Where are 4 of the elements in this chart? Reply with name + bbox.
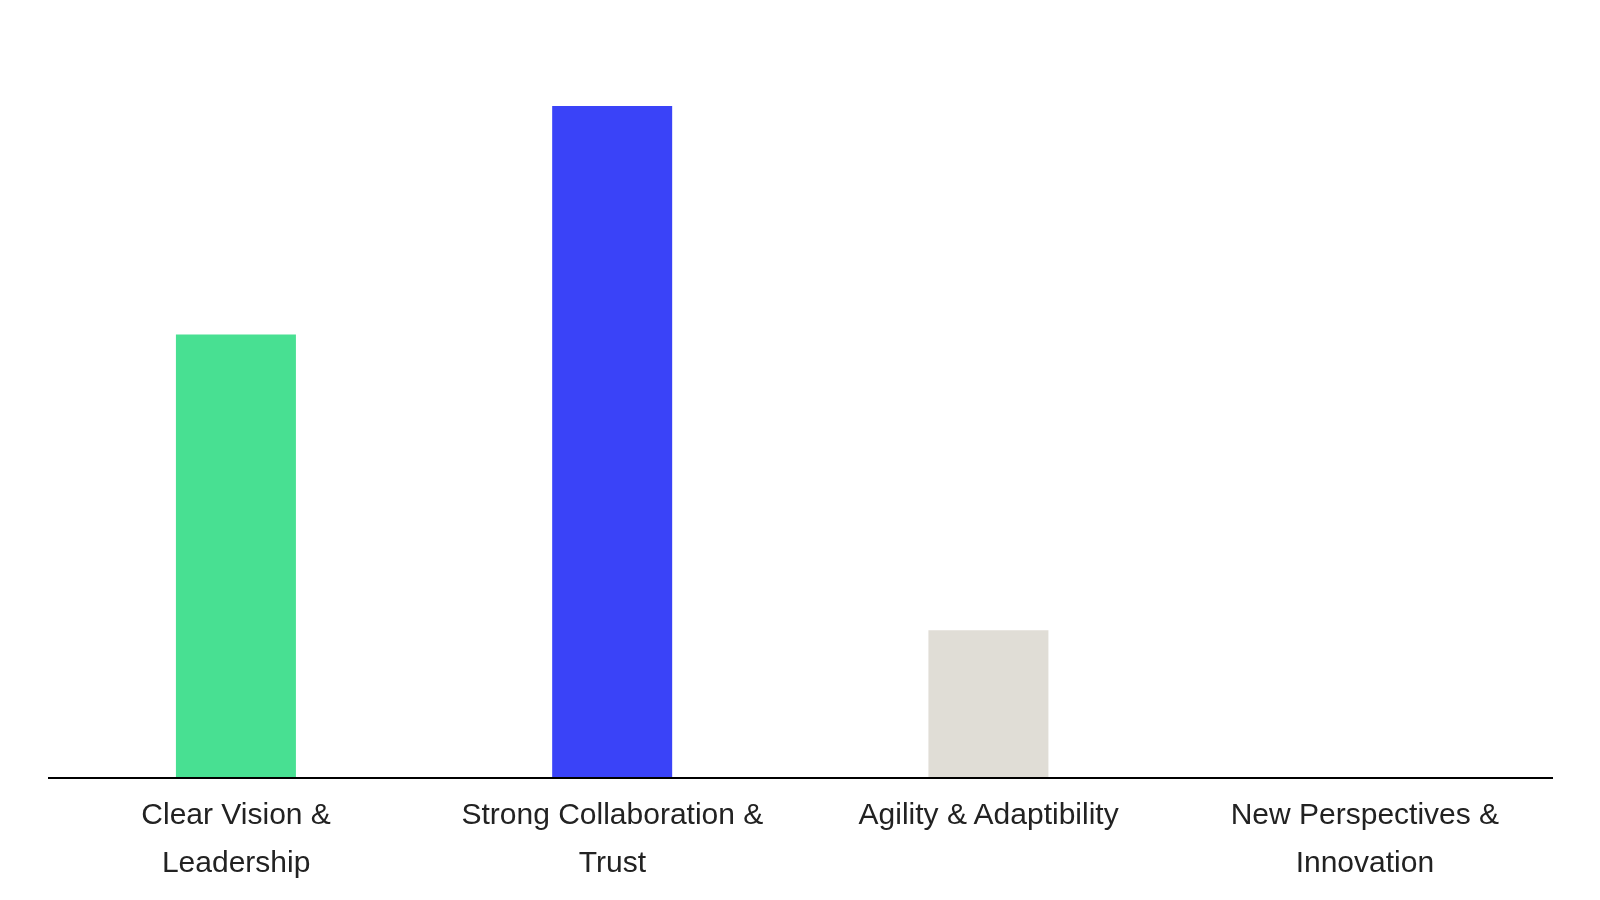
x-tick-label: New Perspectives & Innovation — [1230, 797, 1500, 878]
x-tick-label: Strong Collaboration & Trust — [461, 797, 764, 878]
x-tick-label: Clear Vision & Leadership — [141, 797, 331, 878]
x-tick-label: Agility & Adaptibility — [858, 797, 1119, 830]
